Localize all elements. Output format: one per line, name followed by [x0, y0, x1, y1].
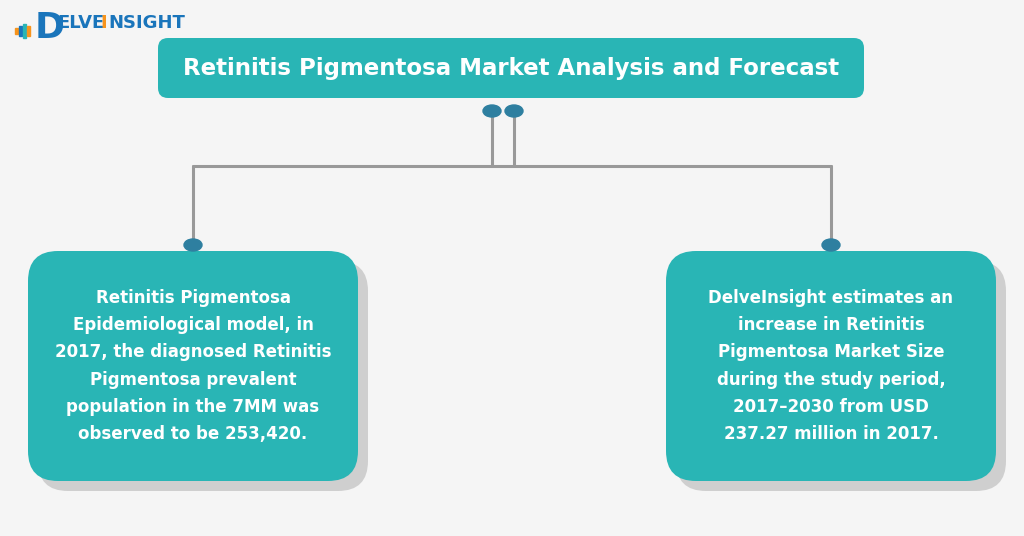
Ellipse shape	[483, 105, 501, 117]
Text: NSIGHT: NSIGHT	[108, 14, 185, 32]
Text: Retinitis Pigmentosa
Epidemiological model, in
2017, the diagnosed Retinitis
Pig: Retinitis Pigmentosa Epidemiological mod…	[54, 289, 331, 443]
Ellipse shape	[184, 239, 202, 251]
Bar	[23, 24, 26, 38]
Text: D: D	[35, 11, 65, 45]
Bar	[27, 26, 30, 36]
Text: I: I	[100, 14, 106, 32]
Text: DelveInsight estimates an
increase in Retinitis
Pigmentosa Market Size
during th: DelveInsight estimates an increase in Re…	[709, 289, 953, 443]
Ellipse shape	[505, 105, 523, 117]
Bar	[19, 26, 22, 36]
FancyBboxPatch shape	[158, 38, 864, 98]
Ellipse shape	[822, 239, 840, 251]
FancyBboxPatch shape	[676, 261, 1006, 491]
Text: ELVE: ELVE	[57, 14, 104, 32]
FancyBboxPatch shape	[666, 251, 996, 481]
FancyBboxPatch shape	[38, 261, 368, 491]
Bar	[15, 28, 18, 34]
Text: Retinitis Pigmentosa Market Analysis and Forecast: Retinitis Pigmentosa Market Analysis and…	[183, 56, 839, 79]
FancyBboxPatch shape	[28, 251, 358, 481]
